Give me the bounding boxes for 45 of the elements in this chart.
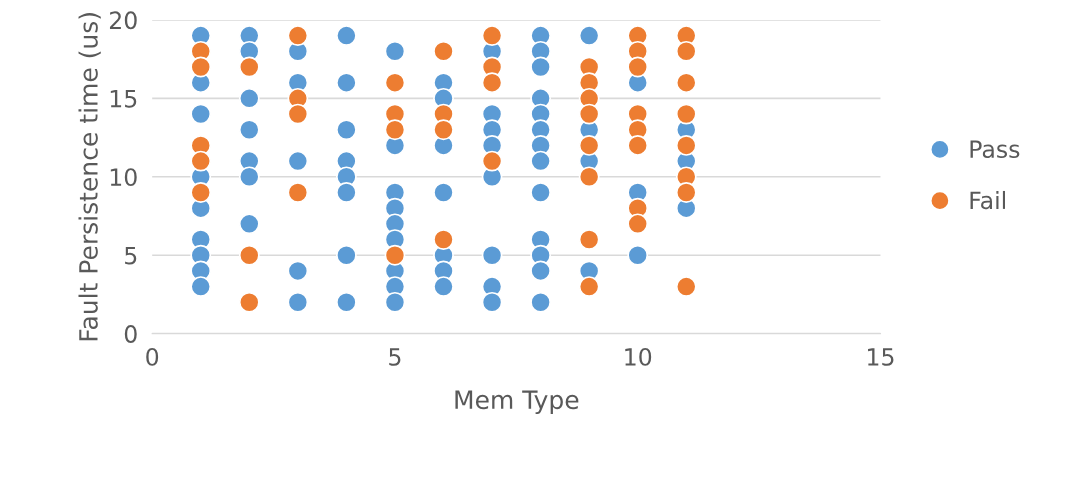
x-axis-title: Mem Type (455, 390, 579, 415)
point (481, 150, 503, 172)
point (287, 103, 309, 125)
legend-label: Pass (970, 140, 1020, 159)
point (627, 135, 649, 156)
x-tick-label: 0 (146, 347, 159, 366)
point (627, 213, 649, 235)
point (384, 119, 406, 141)
point (578, 166, 600, 188)
point (675, 103, 697, 125)
legend-label: Fail (970, 190, 1006, 210)
point (238, 56, 260, 78)
point (384, 244, 406, 266)
y-tick-label: 10 (110, 168, 137, 187)
point (238, 244, 260, 266)
x-tick-label: 10 (625, 347, 652, 366)
point (481, 25, 503, 47)
point (433, 40, 454, 62)
point (627, 56, 649, 78)
point (481, 72, 503, 94)
point (578, 135, 600, 156)
point (578, 103, 600, 125)
y-tick-label: 5 (125, 246, 137, 265)
point (287, 25, 309, 47)
point (675, 276, 697, 298)
point (675, 182, 697, 203)
y-tick-label: 15 (110, 90, 137, 108)
point (578, 229, 600, 250)
x-tick-label: 15 (868, 348, 894, 366)
point (190, 182, 212, 203)
point (675, 135, 697, 156)
point (287, 182, 309, 203)
point (384, 72, 406, 94)
point (190, 150, 212, 172)
y-tick-label: 0 (124, 325, 137, 343)
point (578, 276, 600, 298)
y-axis-title: Fault Persistence time (us) (78, 13, 101, 341)
point (433, 229, 454, 250)
x-tick-label: 5 (389, 348, 401, 366)
point (675, 72, 697, 94)
point (190, 56, 212, 78)
point (433, 119, 454, 141)
point (238, 291, 260, 313)
point (675, 40, 697, 62)
y-tick-label: 20 (109, 11, 137, 30)
